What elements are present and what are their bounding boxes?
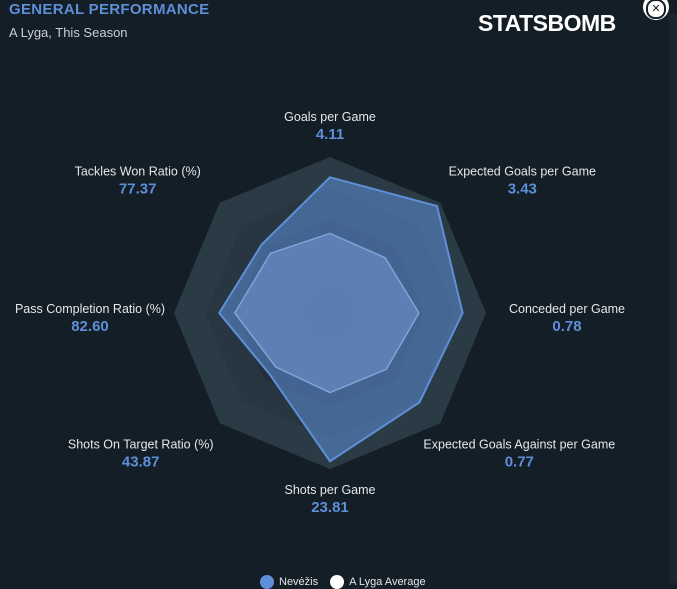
- axis-label-6: Pass Completion Ratio (%): [15, 302, 165, 316]
- axis-label-7: Tackles Won Ratio (%): [75, 165, 201, 179]
- chart-title: GENERAL PERFORMANCE: [9, 1, 210, 18]
- axis-value-6: 82.60: [71, 318, 109, 335]
- axis-label-3: Expected Goals Against per Game: [423, 437, 615, 451]
- legend-item-average[interactable]: A Lyga Average: [330, 575, 426, 589]
- axis-value-4: 23.81: [311, 499, 349, 516]
- scrollbar[interactable]: [669, 14, 677, 583]
- close-icon: ✕: [646, 0, 666, 19]
- team-polygon: [217, 176, 464, 463]
- axis-labels: Goals per Game 4.11 Expected Goals per Gam…: [15, 110, 625, 516]
- axis-value-2: 0.78: [552, 318, 581, 335]
- axis-value-1: 3.43: [508, 181, 537, 198]
- legend-dot-team: [260, 575, 274, 589]
- axis-label-0: Goals per Game: [284, 110, 376, 124]
- legend-dot-average: [330, 575, 345, 589]
- axis-value-0: 4.11: [316, 126, 344, 143]
- axis-label-5: Shots On Target Ratio (%): [68, 437, 214, 451]
- legend: Nevėžis A Lyga Average: [260, 575, 426, 589]
- statsbomb-logo: STATSBOMB: [478, 10, 616, 36]
- team-polygon-group: [217, 176, 464, 463]
- legend-item-team[interactable]: Nevėžis: [260, 575, 318, 589]
- axis-value-7: 77.37: [119, 181, 157, 198]
- close-button[interactable]: ✕: [643, 0, 669, 20]
- axis-value-3: 0.77: [505, 453, 534, 470]
- axis-label-4: Shots per Game: [284, 483, 375, 497]
- axis-value-5: 43.87: [122, 453, 160, 470]
- axis-label-2: Conceded per Game: [509, 302, 625, 316]
- chart-subtitle: A Lyga, This Season: [9, 25, 128, 40]
- legend-label-average: A Lyga Average: [349, 576, 426, 588]
- radar-chart: Goals per Game 4.11 Expected Goals per Gam…: [15, 110, 625, 516]
- legend-label-team: Nevėžis: [279, 576, 319, 588]
- axis-label-1: Expected Goals per Game: [449, 165, 596, 179]
